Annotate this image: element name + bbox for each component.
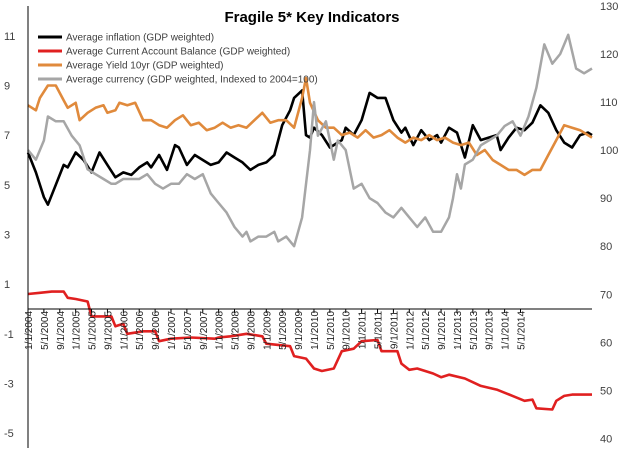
series-group <box>26 33 593 411</box>
legend: Average inflation (GDP weighted) Average … <box>38 33 318 86</box>
x-tick-label: 5/1/2012 <box>421 311 432 350</box>
x-tick-label: 5/1/2005 <box>88 311 99 350</box>
x-tick-label: 9/1/2007 <box>199 311 210 350</box>
x-tick-label: 5/1/2010 <box>326 311 337 350</box>
left-tick-label: -1 <box>4 329 14 341</box>
left-tick-label: 1 <box>4 279 10 291</box>
x-tick-label: 9/1/2006 <box>151 311 162 350</box>
left-tick-label: -5 <box>4 428 14 440</box>
right-tick-label: 100 <box>600 145 618 157</box>
x-tick-label: 1/1/2010 <box>310 311 321 350</box>
x-tick-label: 1/1/2011 <box>358 311 369 350</box>
x-tick-label: 1/1/2012 <box>405 311 416 350</box>
x-tick-label: 5/1/2014 <box>517 311 528 350</box>
chart-title: Fragile 5* Key Indicators <box>224 9 399 26</box>
legend-label-0: Average inflation (GDP weighted) <box>66 33 214 44</box>
x-tick-label: 5/1/2007 <box>183 311 194 350</box>
right-tick-label: 80 <box>600 241 612 253</box>
left-tick-label: 3 <box>4 229 10 241</box>
x-tick-label: 9/1/2009 <box>294 311 305 350</box>
right-tick-label: 50 <box>600 385 612 397</box>
left-tick-label: -3 <box>4 378 14 390</box>
x-tick-label: 5/1/2011 <box>374 311 385 350</box>
right-tick-label: 40 <box>600 433 612 445</box>
x-tick-label: 1/1/2007 <box>167 311 178 350</box>
left-tick-label: 7 <box>4 130 10 142</box>
x-tick-label: 1/1/2013 <box>453 311 464 350</box>
x-tick-label: 5/1/2008 <box>231 311 242 350</box>
x-tick-label: 9/1/2008 <box>246 311 257 350</box>
x-tick-label: 9/1/2010 <box>342 311 353 350</box>
x-tick-label: 5/1/2006 <box>135 311 146 350</box>
x-tick-label: 1/1/2008 <box>215 311 226 350</box>
right-tick-label: 120 <box>600 49 618 61</box>
x-tick-label: 9/1/2012 <box>437 311 448 350</box>
right-tick-label: 110 <box>600 97 618 109</box>
x-tick-label: 1/1/2005 <box>72 311 83 350</box>
right-tick-label: 130 <box>600 1 618 13</box>
series-line-1 <box>27 290 592 411</box>
legend-label-3: Average currency (GDP weighted, Indexed … <box>66 75 318 86</box>
axes-group <box>27 6 592 448</box>
legend-label-1: Average Current Account Balance (GDP wei… <box>66 47 290 58</box>
legend-label-2: Average Yield 10yr (GDP weighted) <box>66 61 224 72</box>
left-tick-label: 11 <box>4 31 15 43</box>
left-tick-label: 5 <box>4 180 10 192</box>
series-line-3 <box>27 33 593 248</box>
x-tick-label: 9/1/2011 <box>389 311 400 350</box>
left-tick-label: 9 <box>4 80 10 92</box>
x-tick-label: 9/1/2004 <box>56 311 67 350</box>
x-tick-label: 1/1/2009 <box>262 311 273 350</box>
x-tick-label: 1/1/2004 <box>24 311 35 350</box>
x-tick-label: 1/1/2014 <box>501 311 512 350</box>
x-tick-label: 1/1/2006 <box>119 311 130 350</box>
x-tick-label: 9/1/2013 <box>485 311 496 350</box>
right-tick-label: 70 <box>600 289 612 301</box>
right-tick-label: 60 <box>600 337 612 349</box>
series-line-2 <box>27 76 593 177</box>
x-tick-label: 5/1/2009 <box>278 311 289 350</box>
left-axis-ticks: 11 9 7 5 3 1 -1 -3 -5 <box>4 31 15 440</box>
x-tick-label: 5/1/2004 <box>40 311 51 350</box>
x-axis-ticks: 1/1/2004 5/1/2004 9/1/2004 1/1/2005 5/1/2005… <box>24 308 528 350</box>
x-tick-label: 9/1/2005 <box>103 311 114 350</box>
x-tick-label: 5/1/2013 <box>469 311 480 350</box>
right-axis-ticks: 130 120 110 100 90 80 70 60 50 40 <box>600 1 618 445</box>
right-tick-label: 90 <box>600 193 612 205</box>
